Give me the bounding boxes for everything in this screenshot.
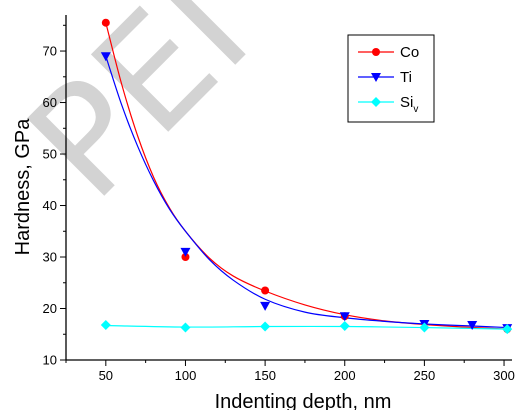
x-tick-label: 150	[254, 368, 276, 383]
y-tick-label: 70	[43, 44, 57, 59]
y-tick-label: 40	[43, 198, 57, 213]
data-point-ti	[180, 247, 191, 257]
series-curve-ti	[105, 56, 508, 329]
data-point-co	[261, 286, 270, 295]
watermark-text: PEI	[0, 0, 282, 232]
y-tick-label: 30	[43, 250, 57, 265]
legend-marker-ti	[371, 73, 381, 82]
legend-label-ti: Ti	[400, 69, 412, 86]
data-point-si	[180, 322, 191, 333]
y-tick-label: 60	[43, 95, 57, 110]
x-tick-label: 200	[334, 368, 356, 383]
data-point-si	[260, 321, 271, 332]
data-point-si	[502, 324, 513, 335]
data-point-ti	[467, 320, 478, 330]
data-point-si	[339, 321, 350, 332]
legend-box	[347, 34, 435, 123]
data-point-si	[100, 319, 111, 330]
y-tick-label: 50	[43, 147, 57, 162]
data-point-co	[101, 18, 110, 27]
fit-curves	[105, 22, 508, 330]
y-axis-label: Hardness, GPa	[12, 118, 34, 256]
series-curve-si	[105, 324, 508, 330]
data-point-ti	[100, 52, 111, 62]
legend-marker-co	[372, 48, 380, 56]
legend-marker-si	[371, 97, 381, 107]
axes: 50 100 150 200 250 300 10 20 30 40 50 60 70	[43, 15, 515, 383]
data-markers	[100, 18, 513, 335]
x-tick-label: 300	[493, 368, 515, 383]
legend-label-co: Co	[400, 44, 419, 61]
x-axis-label: Indenting depth, nm	[215, 391, 392, 410]
data-point-co	[181, 253, 190, 262]
legend-label-subscript: v	[413, 104, 418, 115]
data-point-ti	[260, 301, 271, 311]
data-point-si	[419, 322, 430, 333]
y-tick-label: 10	[43, 353, 57, 368]
y-tick-label: 20	[43, 301, 57, 316]
x-tick-label: 250	[414, 368, 436, 383]
x-tick-label: 100	[175, 368, 197, 383]
data-point-ti	[339, 312, 350, 322]
x-tick-label: 50	[99, 368, 113, 383]
